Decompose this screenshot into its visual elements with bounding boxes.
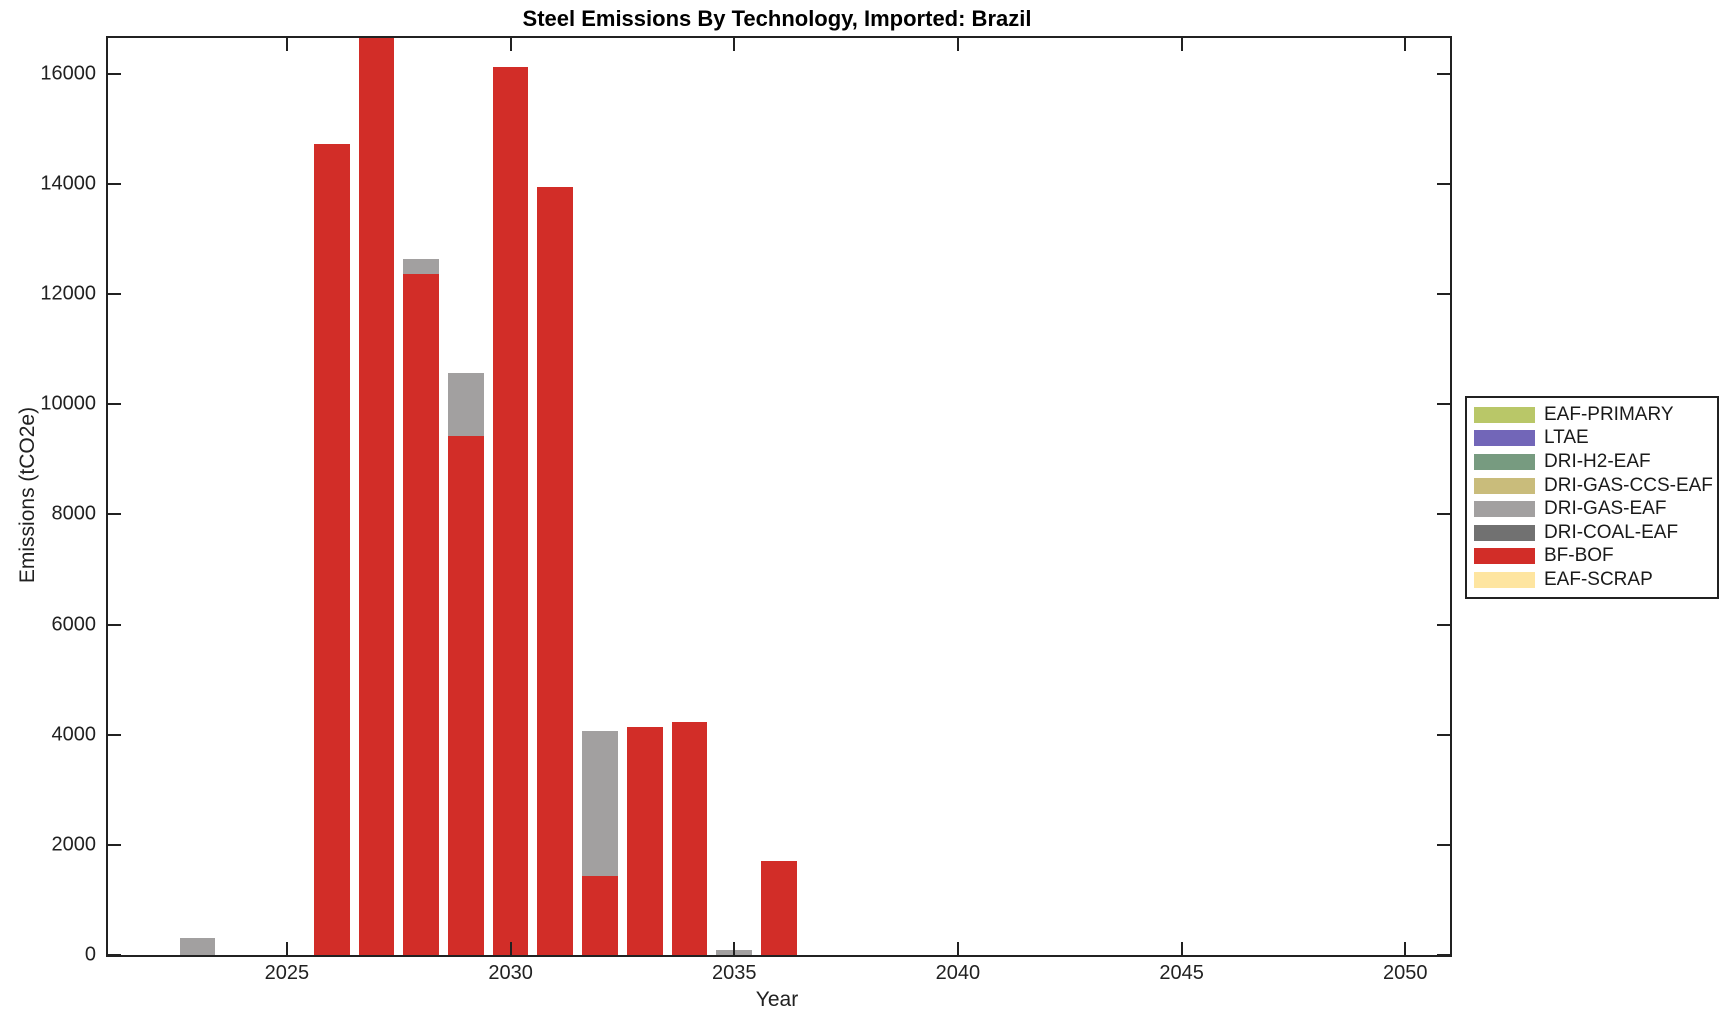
x-tick-2035-bottom <box>733 942 736 955</box>
x-tick-label-2045: 2045 <box>1159 962 1204 984</box>
y-tick-label-4000: 4000 <box>51 723 97 746</box>
chart-title: Steel Emissions By Technology, Imported:… <box>522 6 1032 31</box>
legend-label: BF-BOF <box>1544 545 1614 567</box>
y-tick-label-10000: 10000 <box>40 392 96 415</box>
x-tick-label-2025: 2025 <box>264 962 310 984</box>
x-tick-2030-bottom <box>509 942 512 955</box>
legend-label: LTAE <box>1544 427 1589 449</box>
y-tick-label-8000: 8000 <box>51 502 97 525</box>
y-tick-label-0: 0 <box>84 943 96 966</box>
legend-swatch-eaf-primary <box>1474 406 1535 423</box>
bar-bf-bof-2028 <box>403 273 440 955</box>
legend-swatch-dri-gas-ccs-eaf <box>1474 477 1535 494</box>
legend-swatch-ltae <box>1474 430 1535 447</box>
legend-swatch-dri-gas-eaf <box>1474 501 1535 518</box>
legend-label: DRI-GAS-CCS-EAF <box>1544 474 1713 496</box>
y-tick-14000-right <box>1437 182 1450 185</box>
legend-item-bf-bof: BF-BOF <box>1474 545 1717 569</box>
x-tick-2040-bottom <box>956 942 959 955</box>
legend-item-dri-h2-eaf: DRI-H2-EAF <box>1474 450 1717 474</box>
y-tick-2000-left <box>108 843 121 846</box>
legend-swatch-dri-h2-eaf <box>1474 453 1535 470</box>
x-tick-label-2035: 2035 <box>712 962 757 984</box>
y-tick-label-6000: 6000 <box>51 613 97 636</box>
legend-swatch-dri-coal-eaf <box>1474 524 1535 541</box>
x-tick-2050-top <box>1404 38 1407 51</box>
legend-item-dri-gas-ccs-eaf: DRI-GAS-CCS-EAF <box>1474 474 1717 498</box>
bar-bf-bof-2026 <box>313 143 350 955</box>
y-tick-2000-right <box>1437 843 1450 846</box>
bar-bf-bof-2034 <box>671 722 708 955</box>
bar-bf-bof-2036 <box>761 861 797 955</box>
y-tick-label-2000: 2000 <box>51 833 97 856</box>
y-tick-12000-left <box>108 293 121 296</box>
x-tick-2035-top <box>733 38 736 51</box>
bar-bf-bof-2033 <box>626 727 663 955</box>
y-axis-label: Emissions (tCO2e) <box>16 406 39 584</box>
bar-bf-bof-2030 <box>492 67 529 955</box>
plot-canvas <box>108 38 1450 955</box>
legend-item-eaf-primary: EAF-PRIMARY <box>1474 403 1717 427</box>
x-tick-2050-bottom <box>1404 942 1407 955</box>
plot-area <box>106 36 1452 957</box>
y-tick-14000-left <box>108 182 121 185</box>
x-tick-2030-top <box>509 38 512 51</box>
legend-item-eaf-scrap: EAF-SCRAP <box>1474 568 1717 592</box>
x-tick-2040-top <box>956 38 959 51</box>
legend-item-dri-gas-eaf: DRI-GAS-EAF <box>1474 497 1717 521</box>
bar-bf-bof-2031 <box>537 186 574 955</box>
bar-dri-gas-eaf-2032 <box>582 731 618 876</box>
legend-item-ltae: LTAE <box>1474 427 1717 451</box>
legend-label: EAF-SCRAP <box>1544 568 1653 590</box>
bar-dri-gas-eaf-2028 <box>403 259 440 274</box>
y-tick-6000-right <box>1437 623 1450 626</box>
legend-label: DRI-GAS-EAF <box>1544 498 1667 520</box>
legend-label: DRI-COAL-EAF <box>1544 521 1679 543</box>
x-tick-label-2040: 2040 <box>935 962 981 984</box>
x-tick-2045-top <box>1180 38 1183 51</box>
y-tick-12000-right <box>1437 293 1450 296</box>
legend-box: EAF-PRIMARY LTAE DRI-H2-EAF DRI-GAS-CCS-EAF… <box>1465 396 1719 599</box>
bar-bf-bof-2027 <box>358 38 395 955</box>
y-tick-label-12000: 12000 <box>40 282 96 305</box>
legend-item-dri-coal-eaf: DRI-COAL-EAF <box>1474 521 1717 545</box>
bar-dri-gas-eaf-2029 <box>447 373 484 437</box>
x-tick-label-2050: 2050 <box>1383 962 1428 984</box>
y-tick-8000-right <box>1437 513 1450 516</box>
y-tick-10000-left <box>108 403 121 406</box>
x-tick-2025-bottom <box>285 942 288 955</box>
y-tick-4000-right <box>1437 733 1450 736</box>
y-tick-label-16000: 16000 <box>40 62 96 85</box>
x-axis-label: Year <box>755 988 799 1011</box>
y-tick-0-left <box>108 954 121 955</box>
y-tick-10000-right <box>1437 403 1450 406</box>
y-tick-0-right <box>1437 954 1450 955</box>
bar-bf-bof-2032 <box>582 875 618 955</box>
legend-swatch-eaf-scrap <box>1474 571 1535 588</box>
y-tick-16000-right <box>1437 72 1450 75</box>
bar-dri-gas-eaf-2023 <box>179 938 216 955</box>
y-tick-8000-left <box>108 513 121 516</box>
legend-swatch-bf-bof <box>1474 548 1535 565</box>
y-tick-6000-left <box>108 623 121 626</box>
legend-label: DRI-H2-EAF <box>1544 450 1651 472</box>
bar-bf-bof-2029 <box>447 436 484 955</box>
x-tick-2025-top <box>285 38 288 51</box>
x-tick-2045-bottom <box>1180 942 1183 955</box>
y-tick-label-14000: 14000 <box>40 172 96 195</box>
x-tick-label-2030: 2030 <box>488 962 533 984</box>
legend-label: EAF-PRIMARY <box>1544 403 1674 425</box>
y-tick-16000-left <box>108 72 121 75</box>
y-tick-4000-left <box>108 733 121 736</box>
